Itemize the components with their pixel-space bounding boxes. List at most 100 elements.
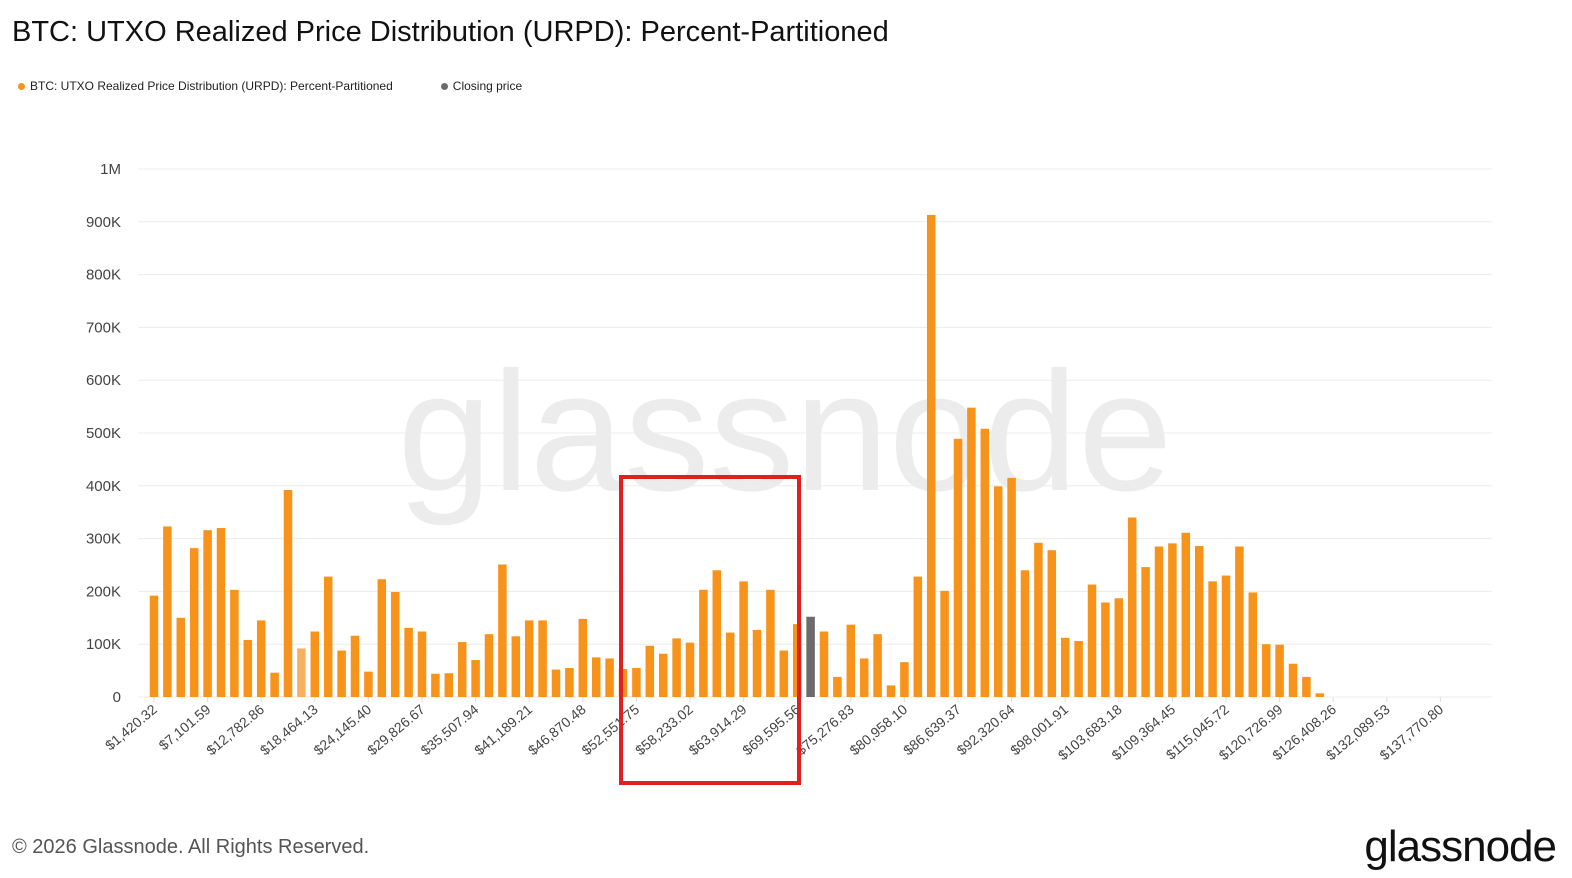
- bar: [417, 631, 427, 697]
- bar: [779, 650, 789, 697]
- bar: [364, 671, 373, 697]
- y-tick-label: 400K: [86, 478, 121, 495]
- bar: [444, 673, 454, 697]
- bar: [1141, 567, 1150, 697]
- bar: [1034, 542, 1043, 697]
- bar: [980, 428, 990, 697]
- bar: [833, 676, 842, 697]
- bar: [632, 667, 641, 697]
- bar: [900, 662, 909, 697]
- bar: [1235, 546, 1244, 697]
- bar: [230, 589, 239, 697]
- bar: [712, 570, 722, 697]
- bar: [310, 631, 320, 697]
- bar: [685, 642, 695, 697]
- bar: [377, 579, 387, 697]
- y-tick-label: 0: [113, 689, 121, 706]
- bar: [404, 627, 413, 697]
- bar: [538, 620, 547, 697]
- bar: [1315, 693, 1325, 697]
- x-tick-label: $12,782.86: [203, 701, 267, 758]
- y-tick-label: 900K: [86, 214, 121, 231]
- bar: [1261, 644, 1271, 697]
- bar: [350, 635, 360, 697]
- legend-dot-icon: [440, 82, 448, 90]
- bar: [457, 642, 467, 697]
- bar: [1114, 598, 1124, 697]
- bar: [953, 438, 963, 697]
- bar: [1248, 592, 1258, 697]
- glassnode-logo: glassnode: [1364, 822, 1557, 871]
- bar: [672, 638, 681, 697]
- bar: [498, 564, 507, 697]
- bar: [565, 667, 574, 697]
- bar: [913, 576, 923, 697]
- bar: [886, 685, 896, 697]
- bar: [1288, 663, 1298, 697]
- y-tick-label: 100K: [86, 636, 121, 653]
- bar: [846, 624, 856, 697]
- bar: [1181, 532, 1191, 697]
- chart-title: BTC: UTXO Realized Price Distribution (U…: [12, 16, 889, 48]
- bar: [149, 595, 159, 697]
- y-tick-label: 500K: [86, 425, 121, 442]
- bar: [1208, 581, 1217, 697]
- y-tick-label: 700K: [86, 319, 121, 336]
- bar: [873, 634, 882, 697]
- bar: [645, 645, 655, 697]
- bar: [390, 591, 400, 697]
- x-tick-label: $18,464.13: [257, 701, 321, 758]
- bar: [605, 658, 614, 697]
- bar: [1007, 477, 1016, 697]
- y-tick-label: 600K: [86, 372, 121, 389]
- x-tick-label: $58,233.02: [632, 701, 696, 758]
- x-tick-label: $75,276.83: [793, 701, 857, 758]
- bar: [203, 530, 212, 697]
- bar: [243, 639, 253, 697]
- bar: [591, 657, 601, 697]
- bar: [1060, 637, 1070, 697]
- bar: [1127, 517, 1137, 697]
- bar: [1101, 602, 1110, 697]
- bar: [256, 620, 266, 697]
- bar: [484, 634, 494, 697]
- highlight-annotation-box: [619, 475, 801, 785]
- bar: [699, 589, 708, 697]
- x-tick-label: $86,639.37: [900, 701, 964, 758]
- watermark: glassnode: [397, 337, 1172, 527]
- x-tick-label: $24,145.40: [310, 701, 374, 758]
- bar: [431, 673, 440, 697]
- bar: [819, 631, 829, 697]
- bar: [163, 526, 172, 697]
- legend-item-urpd[interactable]: BTC: UTXO Realized Price Distribution (U…: [18, 79, 393, 93]
- bar: [1302, 676, 1311, 697]
- bar: [337, 650, 346, 697]
- legend-label: Closing price: [452, 79, 523, 93]
- bar: [658, 653, 668, 697]
- bar: [524, 620, 534, 697]
- x-tick-label: $52,551.75: [578, 701, 642, 758]
- bar: [270, 672, 279, 697]
- closing-price-bar: [806, 616, 815, 697]
- bar: [1154, 546, 1164, 697]
- bar: [926, 214, 936, 697]
- x-tick-label: $41,189.21: [471, 701, 535, 758]
- bar: [216, 528, 226, 697]
- x-tick-label: $29,826.67: [364, 701, 428, 758]
- x-tick-label: $92,320.64: [954, 701, 1018, 758]
- bar: [940, 590, 949, 697]
- bar: [739, 581, 748, 697]
- bar: [1168, 543, 1177, 697]
- bar: [297, 648, 306, 697]
- legend-item-closing-price[interactable]: Closing price: [440, 79, 523, 93]
- bar: [283, 490, 293, 697]
- bar: [1194, 545, 1204, 697]
- legend-dot-icon: [18, 82, 25, 90]
- bar: [511, 636, 521, 697]
- bar: [766, 589, 775, 697]
- legend: BTC: UTXO Realized Price Distribution (U…: [18, 79, 522, 93]
- y-tick-label: 200K: [86, 583, 121, 600]
- bar: [471, 660, 480, 697]
- x-tick-label: $1,420.32: [102, 701, 160, 753]
